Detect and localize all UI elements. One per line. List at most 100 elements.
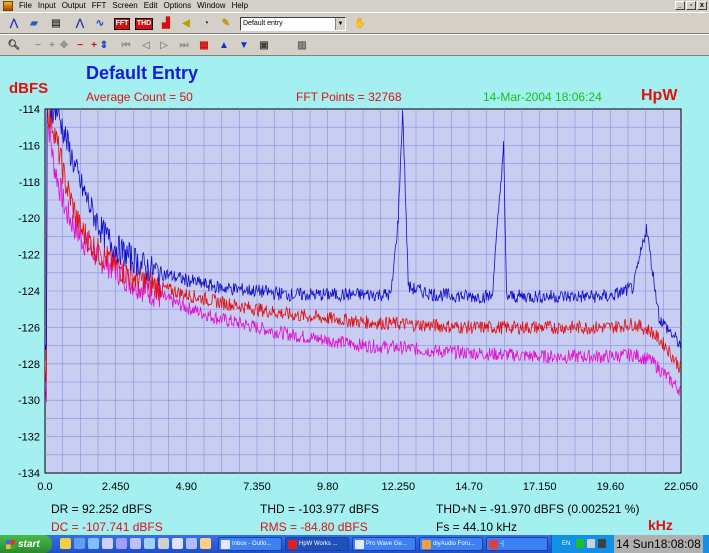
minimize-button[interactable]: _ (675, 1, 685, 10)
run-icon[interactable]: ✋ (353, 18, 367, 29)
start-label: start (18, 538, 40, 550)
task-label: diyAudio Foru... (433, 541, 476, 547)
timestamp: 14-Mar-2004 18:06:24 (483, 90, 602, 104)
task-other[interactable]: -] (486, 537, 548, 551)
fft-window: -114 -116 -118 -120 -122 -124 -126 -128 -130 -132… (0, 56, 709, 535)
x-tick-label: 2.450 (102, 481, 130, 493)
browser-icon (422, 540, 431, 549)
y-tick-label: -122 (18, 250, 40, 262)
menu-options[interactable]: Options (163, 1, 192, 10)
zoom-out-icon[interactable]: − (35, 40, 41, 51)
hpw-icon (288, 540, 297, 549)
waveform-icon[interactable]: ⋀ (9, 18, 19, 29)
y-tick-label: -124 (18, 286, 40, 298)
x-tick-label: 9.80 (317, 481, 338, 493)
quicklaunch-app-icon[interactable] (102, 538, 113, 549)
arrow-down-icon[interactable]: ▼ (239, 40, 249, 51)
taskbar: start Inbox - Outlo... HpW Works ... Pro… (0, 535, 709, 553)
entry-select-value: Default entry (243, 20, 283, 27)
fs-value: Fs = 44.10 kHz (436, 520, 518, 534)
app-icon[interactable] (3, 1, 13, 11)
print-icon[interactable]: ▤ (51, 18, 61, 29)
close-button[interactable]: x (697, 1, 707, 10)
export-icon[interactable]: ▣ (259, 40, 269, 51)
brand-logo: HpW (641, 87, 678, 104)
settings-icon[interactable]: ▥ (297, 40, 307, 51)
entry-select[interactable]: Default entry ▼ (240, 17, 346, 31)
arrow-up-icon[interactable]: ▲ (219, 40, 229, 51)
thdn-value: THD+N = -91.970 dBFS (0.002521 %) (436, 502, 640, 516)
zoom-icon[interactable]: 🔍︎ (7, 40, 21, 51)
y-tick-label: -120 (18, 213, 40, 225)
generator-icon[interactable]: ∿ (95, 18, 105, 29)
next-icon[interactable]: ▷ (160, 40, 168, 51)
scope-icon[interactable]: ⋀ (75, 18, 85, 29)
task-label: -] (500, 541, 504, 547)
first-icon[interactable]: ⏮ (121, 40, 131, 51)
menu-screen[interactable]: Screen (112, 1, 138, 10)
task-label: Inbox - Outlo... (232, 541, 272, 547)
x-tick-label: 14.70 (455, 481, 483, 493)
record-icon[interactable]: ▦ (199, 40, 209, 51)
start-button[interactable]: start (0, 535, 52, 553)
task-diyaudio[interactable]: diyAudio Foru... (419, 537, 483, 551)
clock: 14 Sun18:08:08 (614, 535, 703, 553)
menu-input[interactable]: Input (37, 1, 56, 10)
meter-icon[interactable]: ◔ (202, 18, 210, 29)
y-tick-label: -126 (18, 322, 40, 334)
tray-app-icon[interactable] (598, 539, 606, 548)
fft-button[interactable]: FFT (113, 16, 131, 31)
last-icon[interactable]: ⏭ (179, 40, 189, 51)
thd-value: THD = -103.977 dBFS (260, 502, 380, 516)
prev-icon[interactable]: ◁ (142, 40, 150, 51)
quicklaunch-app8-icon[interactable] (200, 538, 211, 549)
menu-fft[interactable]: FFT (91, 1, 107, 10)
y-zoom-in-icon[interactable]: + (91, 40, 97, 51)
quicklaunch-app3-icon[interactable] (130, 538, 141, 549)
y-shift-icon[interactable]: ⇕ (99, 40, 109, 51)
rms-value: RMS = -84.80 dBFS (260, 520, 368, 534)
tray-network-icon[interactable] (576, 539, 584, 548)
zoom-fit-icon[interactable]: ✥ (59, 40, 69, 51)
quicklaunch-ie-icon[interactable] (74, 538, 85, 549)
y-zoom-out-icon[interactable]: − (77, 40, 83, 51)
menu-window[interactable]: Window (197, 1, 226, 10)
chevron-down-icon[interactable]: ▼ (335, 18, 345, 30)
x-tick-label: 12.250 (382, 481, 416, 493)
y-tick-label: -114 (19, 104, 40, 116)
thd-button[interactable]: THD (134, 16, 154, 31)
dc-value: DC = -107.741 dBFS (51, 520, 163, 534)
open-file-icon[interactable]: ▰ (30, 18, 38, 29)
menu-file[interactable]: File (19, 1, 32, 10)
zoom-in-icon[interactable]: + (49, 40, 55, 51)
prowave-icon (355, 540, 364, 549)
main-toolbar: ⋀ ▰ ▤ ⋀ ∿ FFT THD ▟ ◀ ◔ ✎ Default entry … (0, 12, 709, 34)
restore-button[interactable]: ▫ (686, 1, 696, 10)
language-indicator[interactable]: EN (562, 541, 571, 547)
menu-output[interactable]: Output (61, 1, 86, 10)
window-buttons: _ ▫ x (675, 1, 707, 10)
menu-edit[interactable]: Edit (143, 1, 158, 10)
series-line (45, 109, 681, 382)
tray-volume-icon[interactable] (587, 539, 595, 548)
quicklaunch-app6-icon[interactable] (172, 538, 183, 549)
y-tick-label: -130 (18, 395, 40, 407)
task-prowave[interactable]: Pro Wave Ge... (352, 537, 416, 551)
task-hpw[interactable]: HpW Works ... (285, 537, 349, 551)
x-tick-label: 0.0 (37, 481, 52, 493)
speaker-icon[interactable]: ◀ (182, 18, 190, 29)
task-outlook[interactable]: Inbox - Outlo... (218, 537, 282, 551)
mic-icon[interactable]: ✎ (221, 18, 231, 29)
x-tick-label: 7.350 (243, 481, 271, 493)
quicklaunch-app4-icon[interactable] (144, 538, 155, 549)
quicklaunch-desktop-icon[interactable] (88, 538, 99, 549)
quicklaunch-app2-icon[interactable] (116, 538, 127, 549)
quicklaunch-app7-icon[interactable] (186, 538, 197, 549)
menu-help[interactable]: Help (231, 1, 249, 10)
quicklaunch-app5-icon[interactable] (158, 538, 169, 549)
x-tick-label: 19.60 (597, 481, 625, 493)
quicklaunch-folder-icon[interactable] (60, 538, 71, 549)
fft-plot[interactable]: -114 -116 -118 -120 -122 -124 -126 -128 -130 -132… (0, 56, 709, 535)
chart-icon[interactable]: ▟ (162, 18, 170, 29)
dr-value: DR = 92.252 dBFS (51, 502, 153, 516)
